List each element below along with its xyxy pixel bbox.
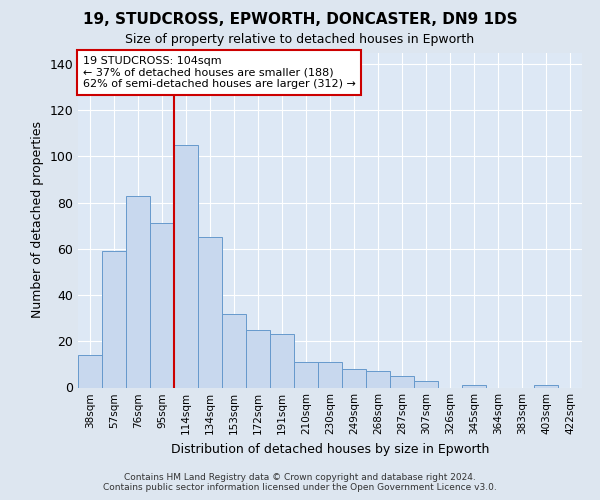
Bar (342, 369, 366, 388)
Text: Contains HM Land Registry data © Crown copyright and database right 2024.
Contai: Contains HM Land Registry data © Crown c… (103, 473, 497, 492)
Bar (126, 196, 150, 388)
Bar (198, 238, 222, 388)
Bar (414, 380, 438, 388)
Bar (462, 385, 486, 388)
Bar (246, 330, 270, 388)
Bar (294, 362, 318, 388)
Bar (222, 314, 246, 388)
Bar (366, 372, 390, 388)
Y-axis label: Number of detached properties: Number of detached properties (31, 122, 44, 318)
X-axis label: Distribution of detached houses by size in Epworth: Distribution of detached houses by size … (171, 443, 489, 456)
Bar (534, 385, 558, 388)
Bar (78, 355, 102, 388)
Bar (390, 376, 414, 388)
Bar (270, 334, 294, 388)
Bar (174, 145, 198, 388)
Text: 19, STUDCROSS, EPWORTH, DONCASTER, DN9 1DS: 19, STUDCROSS, EPWORTH, DONCASTER, DN9 1… (83, 12, 517, 28)
Text: 19 STUDCROSS: 104sqm
← 37% of detached houses are smaller (188)
62% of semi-deta: 19 STUDCROSS: 104sqm ← 37% of detached h… (83, 56, 356, 89)
Bar (318, 362, 342, 388)
Text: Size of property relative to detached houses in Epworth: Size of property relative to detached ho… (125, 32, 475, 46)
Bar (102, 251, 126, 388)
Bar (150, 224, 174, 388)
